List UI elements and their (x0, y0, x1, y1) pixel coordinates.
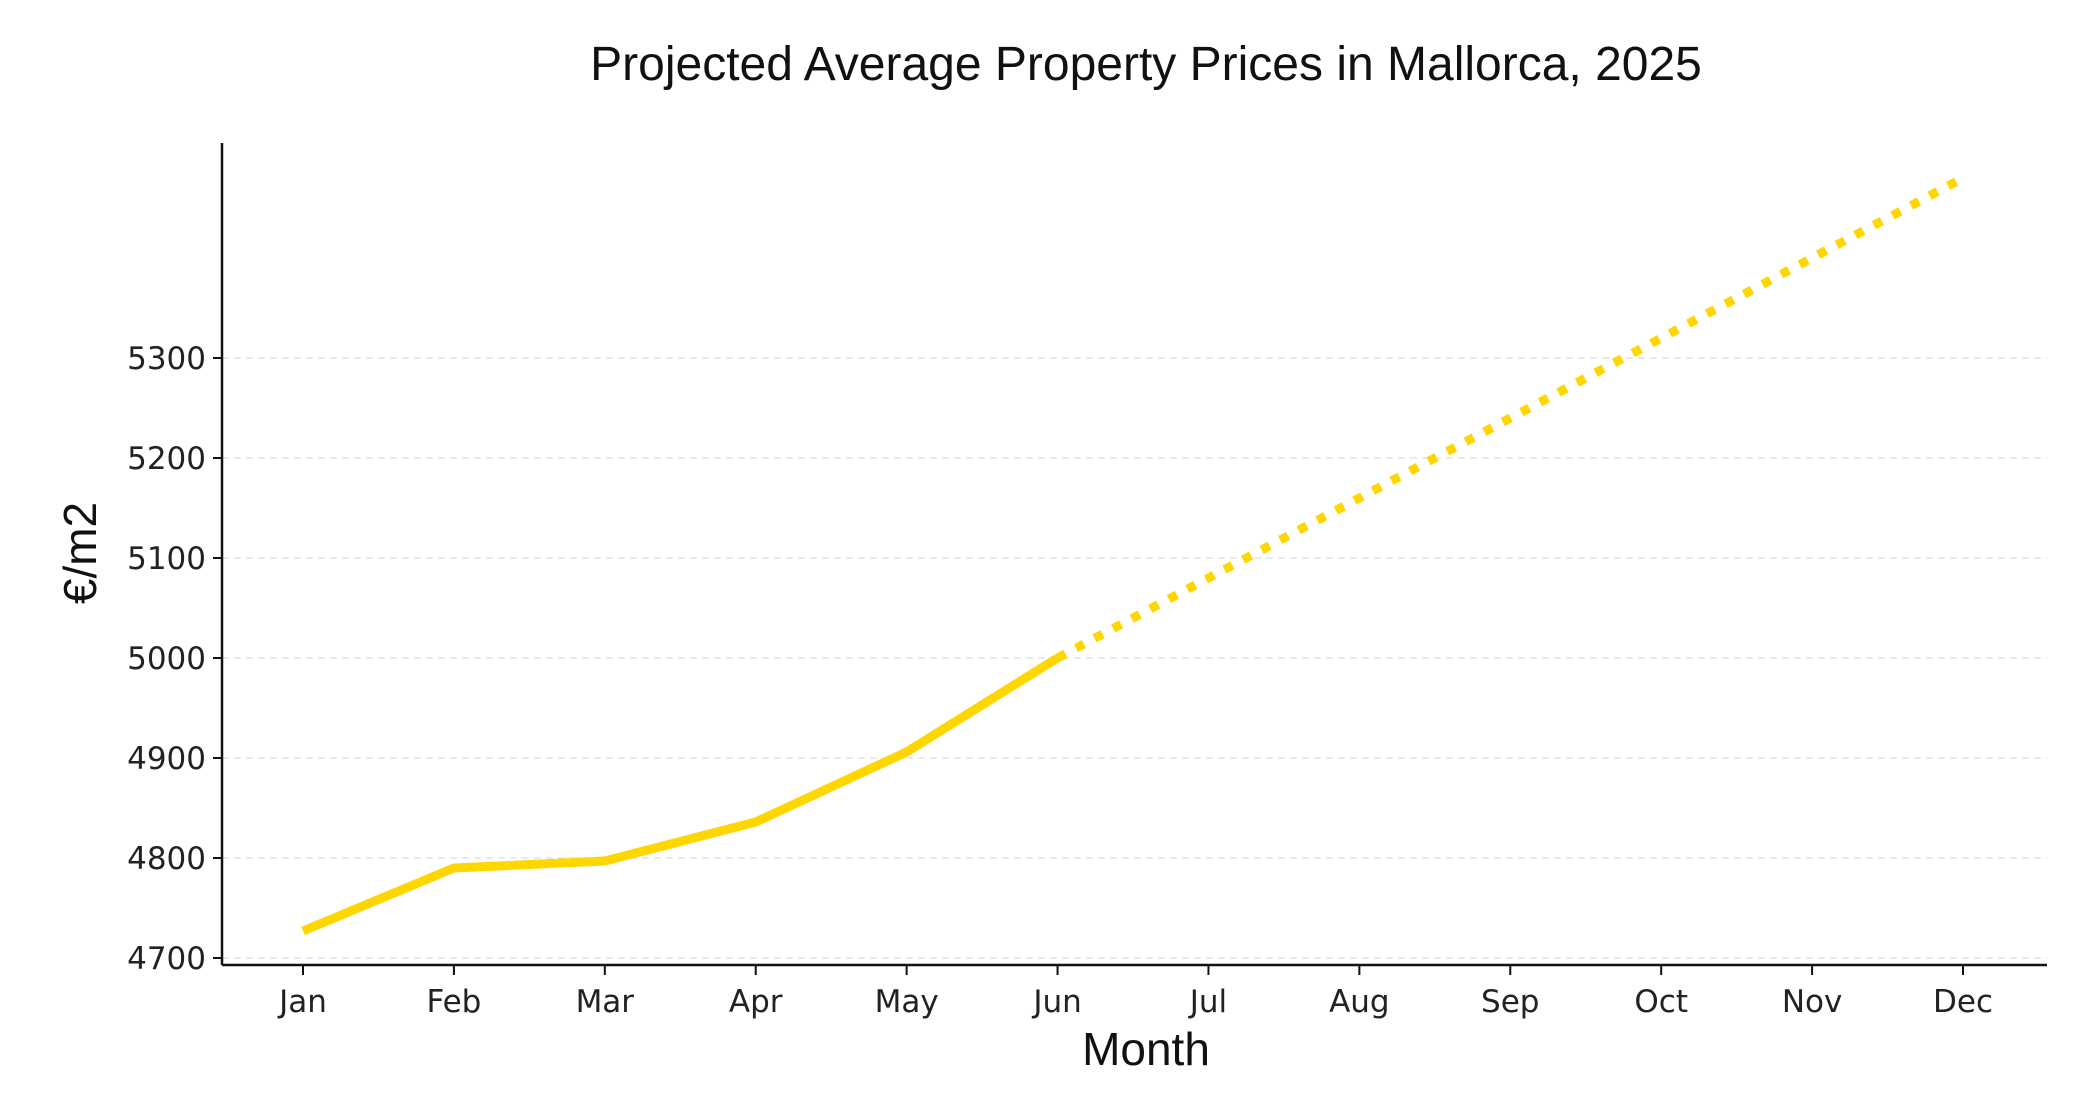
y-tick-label: 5100 (127, 541, 206, 577)
y-axis-ticks: 4700 4800 4900 5000 5100 5200 5300 (127, 341, 222, 977)
x-tick-label: Sep (1481, 984, 1539, 1020)
gridlines (222, 357, 2047, 959)
x-tick-label: Jul (1188, 984, 1227, 1020)
y-tick-label: 5000 (127, 641, 206, 677)
y-tick-label: 4800 (127, 841, 206, 877)
x-tick-label: Mar (576, 984, 635, 1020)
series-line-actual (301, 654, 1060, 936)
y-tick-label: 4900 (127, 741, 206, 777)
y-tick-label: 5300 (127, 341, 206, 377)
axes (220, 143, 2047, 967)
x-axis-ticks: Jan Feb Mar Apr May Jun Jul Aug Sep Oct Nov Dec (277, 965, 1993, 1020)
x-tick-label: Aug (1329, 984, 1390, 1020)
y-axis-label: €/m2 (54, 502, 106, 604)
x-tick-label: Apr (729, 984, 783, 1020)
x-tick-label: Dec (1933, 984, 1993, 1020)
x-tick-label: Jun (1031, 984, 1081, 1020)
x-tick-label: Feb (426, 984, 481, 1020)
x-tick-label: Jan (277, 984, 327, 1020)
x-axis-label: Month (1082, 1023, 1210, 1075)
y-tick-label: 5200 (127, 441, 206, 477)
series-line-projected (1055, 174, 1966, 662)
x-tick-label: May (875, 984, 939, 1020)
y-tick-label: 4700 (127, 941, 206, 977)
x-tick-label: Nov (1782, 984, 1843, 1020)
x-tick-label: Oct (1634, 984, 1688, 1020)
series (301, 174, 1966, 936)
chart-title: Projected Average Property Prices in Mal… (590, 38, 1702, 91)
